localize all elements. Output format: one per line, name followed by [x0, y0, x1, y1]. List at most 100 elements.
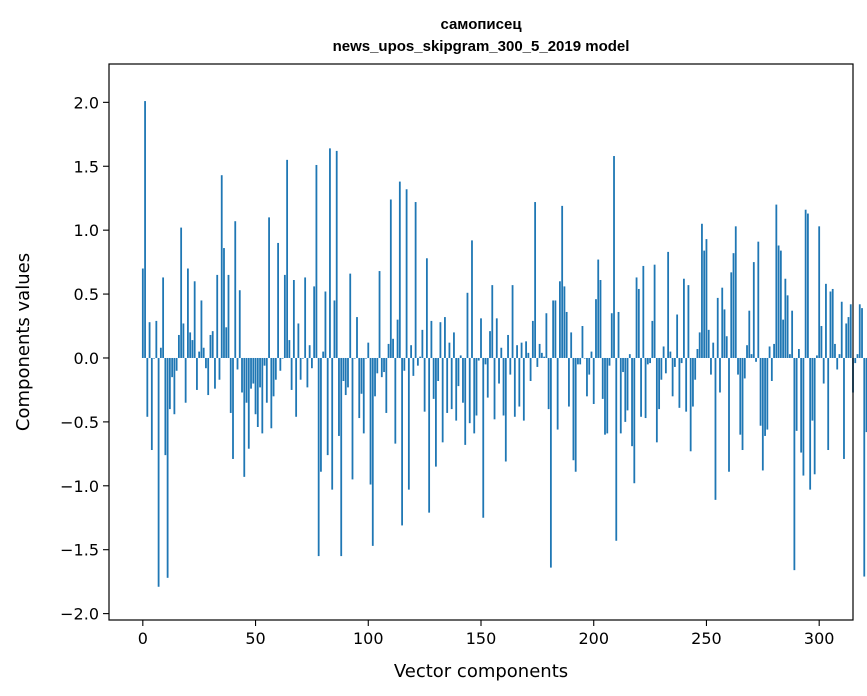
bar — [315, 164, 318, 358]
bar — [299, 357, 302, 380]
bar — [664, 357, 667, 374]
bar — [784, 278, 787, 358]
bar — [757, 241, 760, 358]
bar — [750, 354, 753, 358]
chart-subtitle: news_upos_skipgram_300_5_2019 model — [333, 38, 630, 55]
bar — [509, 357, 512, 375]
bar — [227, 274, 230, 358]
bar — [236, 357, 239, 370]
y-tick-label: −1.5 — [60, 541, 99, 560]
bar — [572, 357, 575, 461]
bar — [168, 357, 171, 410]
bar — [705, 239, 708, 358]
x-axis: 0 50 100 150 200 250 300 — [138, 620, 834, 648]
bar — [344, 357, 347, 396]
bar — [205, 357, 207, 369]
bar — [802, 357, 805, 476]
bar — [347, 357, 349, 388]
bar — [525, 341, 527, 358]
bar — [586, 357, 588, 397]
bar — [272, 357, 275, 397]
bar — [543, 356, 546, 358]
bar — [369, 357, 372, 485]
chart-title: самописец — [440, 16, 522, 33]
bar — [728, 357, 730, 472]
bar — [610, 313, 613, 358]
bar — [522, 357, 525, 421]
bar — [159, 347, 162, 358]
bar — [854, 357, 857, 364]
bar — [701, 223, 703, 358]
bar — [155, 320, 158, 358]
bar — [407, 357, 410, 490]
bar — [707, 329, 710, 358]
bar — [619, 357, 622, 434]
bar — [795, 357, 798, 431]
bar — [358, 357, 361, 419]
bar — [513, 357, 516, 417]
bar — [220, 175, 223, 358]
bar — [259, 357, 261, 388]
bar — [371, 357, 374, 546]
bar — [333, 300, 336, 358]
bar — [813, 357, 816, 475]
x-tick-label: 200 — [578, 629, 609, 648]
bar — [493, 357, 496, 420]
bar — [635, 277, 638, 358]
bar — [818, 226, 821, 358]
bar — [193, 281, 196, 358]
bar — [340, 357, 343, 557]
bar — [360, 357, 363, 394]
bar — [534, 202, 537, 358]
bar — [840, 301, 843, 358]
bar — [202, 347, 205, 358]
bar — [216, 274, 219, 358]
bar — [502, 357, 505, 416]
bar — [599, 280, 602, 358]
bar — [800, 357, 803, 453]
bar — [448, 342, 451, 358]
bar — [430, 320, 433, 358]
bar — [238, 290, 241, 358]
bar — [256, 357, 259, 427]
bar — [531, 320, 534, 358]
bar — [419, 356, 422, 358]
bar — [414, 202, 417, 358]
bar — [425, 258, 428, 358]
bar — [777, 245, 780, 358]
bar — [225, 327, 228, 358]
bar — [311, 357, 313, 369]
bar — [673, 357, 676, 367]
bar — [459, 355, 462, 358]
bar — [392, 338, 394, 358]
bar — [141, 268, 144, 358]
bar — [437, 357, 440, 381]
bar — [764, 357, 766, 436]
bar — [349, 273, 352, 358]
bar — [489, 331, 491, 358]
bar — [320, 357, 322, 472]
x-tick-label: 150 — [466, 629, 497, 648]
bar — [252, 357, 255, 384]
bar — [671, 357, 674, 397]
bar — [150, 357, 153, 451]
bar — [254, 357, 257, 415]
bar — [791, 310, 794, 358]
bar — [759, 357, 762, 426]
bar — [552, 300, 555, 358]
bar — [540, 352, 543, 358]
y-tick-label: 1.0 — [74, 221, 99, 240]
y-tick-label: −2.0 — [60, 605, 99, 624]
bar — [335, 150, 338, 358]
bar — [421, 329, 424, 358]
bar — [581, 326, 584, 358]
bar — [214, 357, 216, 389]
bar — [646, 357, 649, 365]
bar — [277, 242, 279, 358]
bar — [640, 357, 642, 417]
bar — [286, 159, 289, 358]
bar — [211, 331, 214, 358]
y-tick-label: 0.5 — [74, 285, 99, 304]
bar — [338, 357, 340, 436]
bar — [304, 277, 307, 358]
